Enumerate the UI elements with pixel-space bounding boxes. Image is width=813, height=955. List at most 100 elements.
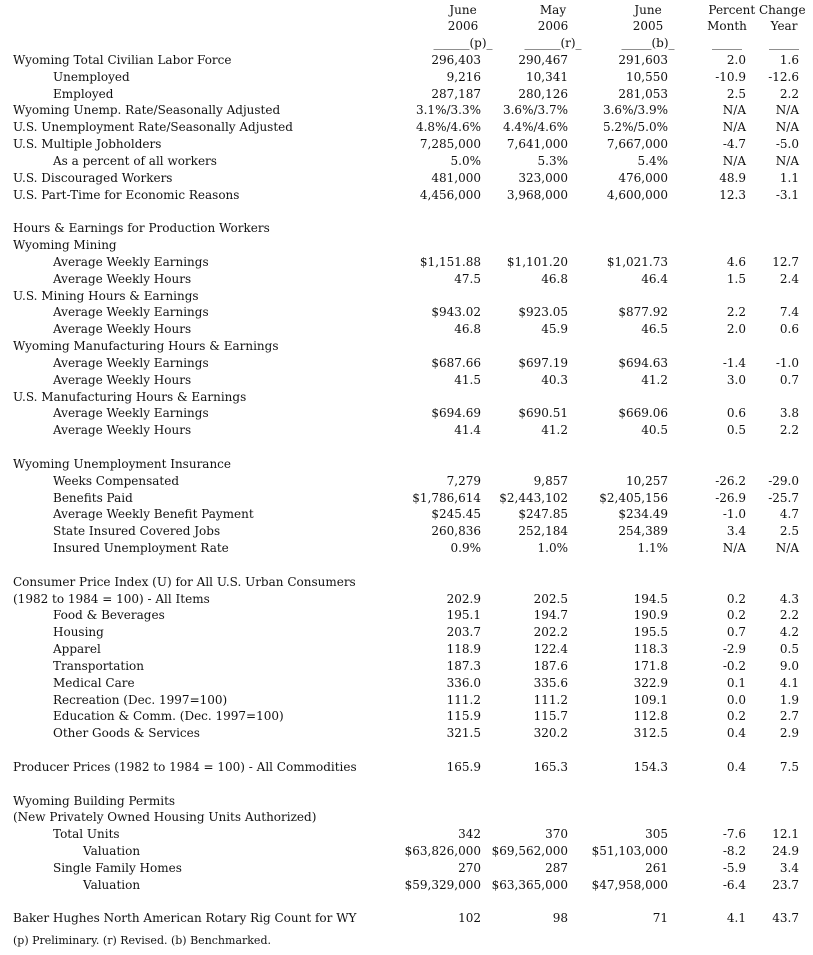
row-label: Baker Hughes North American Rotary Rig C… xyxy=(13,911,357,926)
cell-value: 45.9 xyxy=(541,322,568,337)
cell-value: 4,456,000 xyxy=(419,187,481,202)
row-label: Consumer Price Index (U) for All U.S. Ur… xyxy=(13,574,356,589)
cell-value: 342 xyxy=(458,827,481,842)
cell-value: -2.9 xyxy=(722,642,746,657)
cell-value: 41.4 xyxy=(454,423,481,438)
cell-value: 10,550 xyxy=(626,69,668,84)
row-label: Employed xyxy=(53,86,114,101)
cell-value: 4,600,000 xyxy=(606,187,668,202)
cell-value: 335.6 xyxy=(533,675,568,690)
row-label: U.S. Mining Hours & Earnings xyxy=(13,288,199,303)
cell-value: 0.6 xyxy=(779,322,799,337)
cell-value: -3.1 xyxy=(775,187,799,202)
row-label: As a percent of all workers xyxy=(53,153,217,168)
column-header: June xyxy=(449,2,477,17)
row-label: Wyoming Unemp. Rate/Seasonally Adjusted xyxy=(13,103,281,118)
row-label: Benefits Paid xyxy=(53,490,133,505)
cell-value: 165.3 xyxy=(533,759,568,774)
cell-value: 47.5 xyxy=(454,271,481,286)
cell-value: 3,968,000 xyxy=(506,187,568,202)
column-header: 2006 xyxy=(537,19,569,34)
cell-value: 3.8 xyxy=(779,406,799,421)
cell-value: 71 xyxy=(652,911,668,926)
cell-value: 3.1%/3.3% xyxy=(415,103,481,118)
cell-value: N/A xyxy=(775,103,799,118)
column-header: _____ xyxy=(769,36,799,51)
cell-value: 7,667,000 xyxy=(606,137,668,152)
cell-value: 9,857 xyxy=(533,473,568,488)
cell-value: 203.7 xyxy=(446,625,481,640)
cell-value: N/A xyxy=(775,120,799,135)
cell-value: 122.4 xyxy=(533,642,568,657)
cell-value: 111.2 xyxy=(533,692,568,707)
cell-value: 1.1% xyxy=(637,541,669,556)
cell-value: -10.9 xyxy=(715,69,746,84)
footnote: (p) Preliminary. (r) Revised. (b) Benchm… xyxy=(13,934,271,947)
cell-value: $697.19 xyxy=(518,355,568,370)
cell-value: 1.9 xyxy=(779,692,799,707)
cell-value: $923.05 xyxy=(518,305,568,320)
cell-value: 2.0 xyxy=(726,322,746,337)
cell-value: 7.5 xyxy=(779,759,799,774)
column-header: Year xyxy=(770,19,798,34)
cell-value: 194.7 xyxy=(533,608,568,623)
cell-value: 0.5 xyxy=(779,642,799,657)
cell-value: 336.0 xyxy=(446,675,481,690)
cell-value: 4.2 xyxy=(779,625,799,640)
cell-value: 5.0% xyxy=(450,153,482,168)
row-label: Average Weekly Earnings xyxy=(53,355,209,370)
cell-value: $669.06 xyxy=(618,406,668,421)
row-label: Apparel xyxy=(53,642,101,657)
cell-value: 0.0 xyxy=(726,692,746,707)
cell-value: 1.1 xyxy=(779,170,799,185)
row-label: Insured Unemployment Rate xyxy=(53,541,229,556)
cell-value: 98 xyxy=(552,911,568,926)
cell-value: 2.4 xyxy=(779,271,799,286)
cell-value: 2.2 xyxy=(779,423,799,438)
cell-value: 111.2 xyxy=(446,692,481,707)
cell-value: $63,826,000 xyxy=(404,844,481,858)
cell-value: $687.66 xyxy=(431,355,481,370)
column-header: 2006 xyxy=(447,19,479,34)
row-label: Average Weekly Hours xyxy=(53,372,192,387)
cell-value: 187.3 xyxy=(446,658,481,673)
cell-value: 0.2 xyxy=(726,709,746,724)
row-label: (1982 to 1984 = 100) - All Items xyxy=(13,591,210,606)
cell-value: 2.5 xyxy=(779,524,799,539)
row-label: Valuation xyxy=(83,844,141,858)
cell-value: 2.7 xyxy=(779,709,799,724)
cell-value: 195.5 xyxy=(633,625,668,640)
cell-value: -4.7 xyxy=(722,137,746,152)
row-label: Medical Care xyxy=(53,675,135,690)
cell-value: 0.6 xyxy=(726,406,746,421)
cell-value: $51,103,000 xyxy=(591,844,668,858)
cell-value: 281,053 xyxy=(618,86,668,101)
cell-value: 0.4 xyxy=(726,759,746,774)
cell-value: 5.3% xyxy=(537,153,569,168)
cell-value: 261 xyxy=(645,860,668,875)
cell-value: $2,443,102 xyxy=(499,490,568,505)
cell-value: 2.2 xyxy=(779,86,799,101)
cell-value: 321.5 xyxy=(446,726,481,741)
cell-value: $63,365,000 xyxy=(491,877,568,892)
cell-value: -0.2 xyxy=(722,658,746,673)
cell-value: 41.2 xyxy=(641,372,668,387)
cell-value: 202.9 xyxy=(446,591,481,606)
row-label: Producer Prices (1982 to 1984 = 100) - A… xyxy=(13,759,357,774)
cell-value: 481,000 xyxy=(431,170,481,185)
cell-value: -26.2 xyxy=(715,473,746,488)
cell-value: 270 xyxy=(458,860,481,875)
cell-value: 48.9 xyxy=(719,170,746,185)
cell-value: 202.5 xyxy=(533,591,568,606)
cell-value: 41.2 xyxy=(541,423,568,438)
cell-value: $694.63 xyxy=(618,355,668,370)
cell-value: 12.3 xyxy=(719,187,746,202)
column-header: ______(p)_ xyxy=(433,36,493,51)
column-header: May xyxy=(539,2,567,17)
cell-value: 115.9 xyxy=(446,709,481,724)
column-header: Month xyxy=(707,19,747,34)
cell-value: 0.7 xyxy=(726,625,746,640)
cell-value: -8.2 xyxy=(722,844,746,858)
cell-value: 305 xyxy=(645,827,668,842)
cell-value: -29.0 xyxy=(768,473,799,488)
